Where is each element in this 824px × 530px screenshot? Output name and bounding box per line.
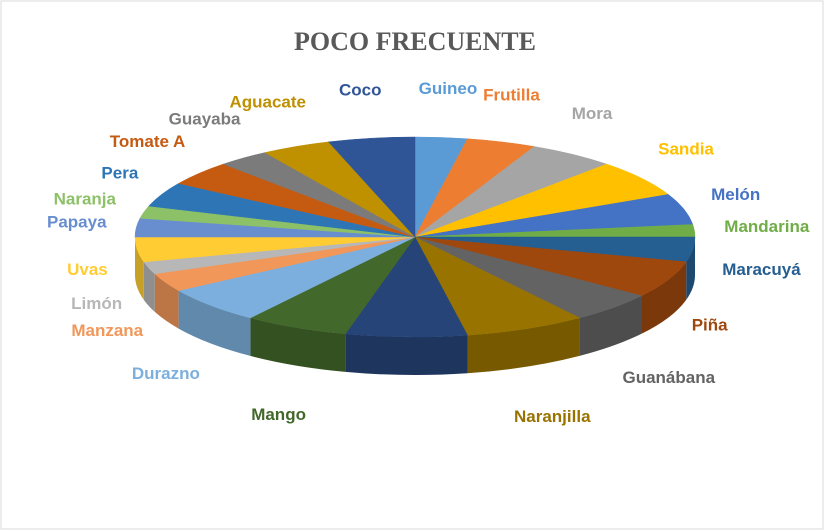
slice-label: Naranjilla [514,407,591,426]
slice-label: Mandarina [724,217,810,236]
slice-label: Durazno [132,364,200,383]
slice [414,236,581,336]
chart-title: POCO FRECUENTE [294,27,536,56]
slice-label: Uvas [67,260,108,279]
slice-label: Naranja [54,190,117,209]
slice-label: Tomate A [110,132,186,151]
slice-side [686,237,695,300]
slice-label: Sandia [658,139,714,158]
slice-label: Maracuyá [722,260,801,279]
slice-label: Piña [692,316,728,335]
slice-side [178,290,251,356]
slice-label: Guanábana [622,368,715,387]
slice-side [467,317,580,374]
slice-label: Melón [711,185,760,204]
slice [327,136,416,238]
slice-label: Guineo [419,79,478,98]
slice-label: Frutilla [483,86,540,105]
slice-label: Limón [71,294,122,313]
slice-label: Aguacate [229,93,306,112]
slice-side [154,273,179,329]
slice-side [641,261,687,334]
slice-side [143,261,155,312]
slice-label: Pera [101,163,138,182]
slice-side [579,295,642,356]
slice-label: Mora [572,104,613,123]
slice-label: Mango [251,405,306,424]
slice-label: Papaya [47,213,107,232]
slice-side [345,333,468,375]
slice-label: Manzana [71,321,143,340]
slice-label: Coco [339,80,382,99]
slice-side [135,237,144,300]
slice [344,236,468,338]
slice-label: Guayaba [169,110,241,129]
